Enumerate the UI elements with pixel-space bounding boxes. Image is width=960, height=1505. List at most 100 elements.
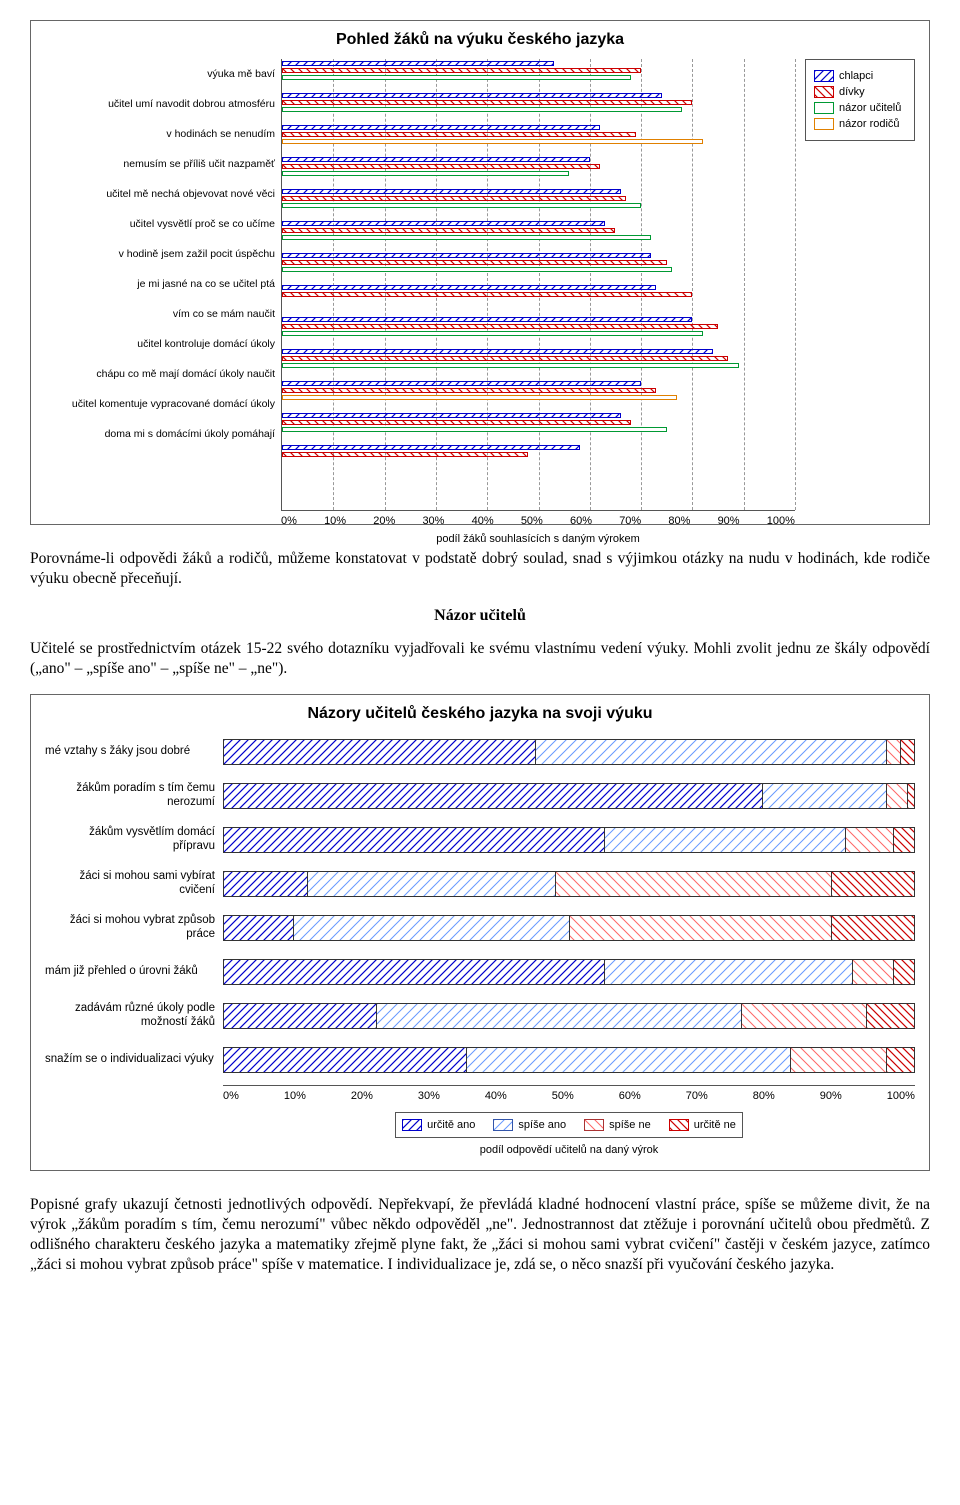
chart2-stacked-bar <box>223 959 915 985</box>
chart1-bar <box>282 100 692 105</box>
chart1-bar <box>282 381 641 386</box>
legend-swatch-icon <box>814 102 834 114</box>
chart1-bar <box>282 413 621 418</box>
chart2-segment <box>224 916 293 940</box>
chart2-stacked-bar <box>223 871 915 897</box>
chart1-category-label: je mi jasné na co se učitel ptá <box>45 269 275 299</box>
chart1-bar <box>282 324 718 329</box>
chart1-legend-item: názor rodičů <box>814 118 906 130</box>
chart1-bar <box>282 107 682 112</box>
chart2-xtick: 70% <box>686 1090 708 1102</box>
paragraph-3: Popisné grafy ukazují četnosti jednotliv… <box>30 1195 930 1276</box>
chart1-bar <box>282 157 590 162</box>
chart2-segment <box>555 872 831 896</box>
legend-swatch-icon <box>493 1119 513 1131</box>
chart2-segment <box>762 784 886 808</box>
chart1-bar <box>282 139 703 144</box>
chart1-xtick: 10% <box>324 515 346 527</box>
chart1-bar <box>282 427 667 432</box>
legend-label: určitě ano <box>427 1119 475 1131</box>
chart2-segment <box>893 828 914 852</box>
chart2-segment <box>900 740 914 764</box>
chart1-bar-group <box>282 187 795 217</box>
chart2-segment <box>569 916 831 940</box>
chart2-segment <box>224 740 535 764</box>
chart1-title: Pohled žáků na výuku českého jazyka <box>45 31 915 49</box>
chart1-bar <box>282 164 600 169</box>
chart1-legend-item: chlapci <box>814 70 906 82</box>
chart2-segment <box>466 1048 790 1072</box>
legend-swatch-icon <box>814 70 834 82</box>
chart1-bar <box>282 68 641 73</box>
chart2-row-label: zadávám různé úkoly podle možností žáků <box>45 1002 215 1028</box>
chart2-legend-item: určitě ano <box>402 1119 475 1131</box>
chart2-row-label: žákům vysvětlím domácí přípravu <box>45 826 215 852</box>
chart1-bar <box>282 349 713 354</box>
chart1-xaxis-label: podíl žáků souhlasících s daným výrokem <box>281 533 795 545</box>
chart1-xtick: 20% <box>373 515 395 527</box>
chart2-segment <box>790 1048 887 1072</box>
chart2-stacked-bar <box>223 1003 915 1029</box>
chart2-row <box>223 909 915 947</box>
chart2-row-label: snažím se o individualizaci výuky <box>45 1053 214 1066</box>
chart1-xtick: 90% <box>718 515 740 527</box>
chart1-legend-box: chlapci dívky názor učitelů názor rodičů <box>805 59 915 141</box>
chart1-bar-group <box>282 347 795 377</box>
chart2-row-label: žáci si mohou sami vybírat cvičení <box>45 870 215 896</box>
chart1-xtick: 80% <box>668 515 690 527</box>
chart1-category-label: učitel komentuje vypracované domácí úkol… <box>45 389 275 419</box>
chart1-bar-group <box>282 443 795 473</box>
chart2-row-label: mé vztahy s žáky jsou dobré <box>45 745 190 758</box>
chart1-bar <box>282 363 739 368</box>
legend-label: chlapci <box>839 70 873 82</box>
chart1-container: Pohled žáků na výuku českého jazyka výuk… <box>30 20 930 525</box>
chart2-segment <box>886 784 907 808</box>
chart1-plot: 0%10%20%30%40%50%60%70%80%90%100% podíl … <box>281 59 795 510</box>
legend-swatch-icon <box>814 118 834 130</box>
chart1-bar <box>282 317 692 322</box>
chart1-bar <box>282 420 631 425</box>
legend-swatch-icon <box>814 86 834 98</box>
chart1-bar-group <box>282 219 795 249</box>
chart1-xtick: 50% <box>521 515 543 527</box>
legend-label: dívky <box>839 86 865 98</box>
chart2-segment <box>831 872 914 896</box>
chart2-xtick: 20% <box>351 1090 373 1102</box>
chart2-row-label: žákům poradím s tím čemu nerozumí <box>45 782 215 808</box>
chart1-xtick: 40% <box>472 515 494 527</box>
chart2-segment <box>293 916 569 940</box>
chart1-xtick: 60% <box>570 515 592 527</box>
chart2-xtick: 10% <box>284 1090 306 1102</box>
chart2-segment <box>307 872 555 896</box>
chart1-legend-item: názor učitelů <box>814 102 906 114</box>
chart1-bar-group <box>282 411 795 441</box>
chart2-stacked-bar <box>223 739 915 765</box>
chart2-segment <box>907 784 914 808</box>
chart2-segment <box>224 1048 466 1072</box>
chart1-bar <box>282 221 605 226</box>
chart2-segment <box>893 960 914 984</box>
chart2-legend-item: spíše ne <box>584 1119 651 1131</box>
chart1-bar-group <box>282 123 795 153</box>
chart1-category-label: v hodině jsem zažil pocit úspěchu <box>45 239 275 269</box>
chart2-row <box>223 1041 915 1079</box>
chart1-category-label: učitel vysvětlí proč se co učíme <box>45 209 275 239</box>
chart1-bar <box>282 267 672 272</box>
chart1-xtick: 0% <box>281 515 297 527</box>
chart2-segment <box>535 740 887 764</box>
chart2-row-labels: mé vztahy s žáky jsou dobré žákům poradím… <box>45 733 223 1156</box>
chart2-row-label: mám již přehled o úrovni žáků <box>45 965 198 978</box>
chart2-stacked-bar <box>223 827 915 853</box>
chart2-baseline <box>223 1085 915 1086</box>
chart1-bar <box>282 452 528 457</box>
chart1-legend-item: dívky <box>814 86 906 98</box>
chart1-xtick: 100% <box>767 515 795 527</box>
chart2-stacked-bar <box>223 1047 915 1073</box>
chart1-bar <box>282 132 636 137</box>
chart1-legend: chlapci dívky názor učitelů názor rodičů <box>795 59 915 141</box>
chart2-row <box>223 997 915 1035</box>
chart1-bar <box>282 125 600 130</box>
chart1-category-label: v hodinách se nenudím <box>45 119 275 149</box>
chart2-container: Názory učitelů českého jazyka na svoji v… <box>30 694 930 1171</box>
chart1-category-label: učitel mě nechá objevovat nové věci <box>45 179 275 209</box>
